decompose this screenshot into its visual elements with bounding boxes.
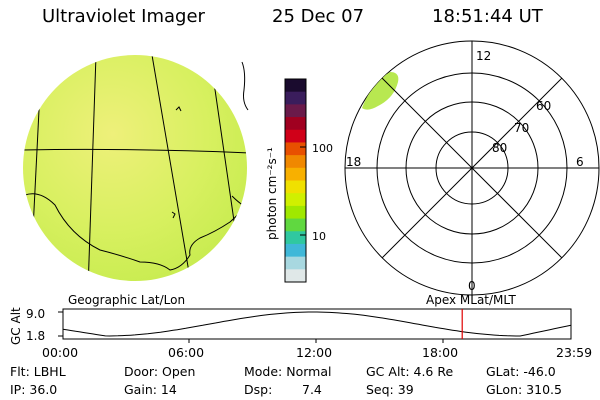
- colorbar-band: [285, 79, 306, 93]
- colorbar-band: [285, 256, 306, 270]
- dsp-label: Dsp:: [244, 382, 273, 397]
- altitude-plot: GC Alt 9.0 1.8: [9, 307, 572, 345]
- colorbar-band: [285, 193, 306, 207]
- gc-alt-info: GC Alt: 4.6 Re: [366, 364, 454, 379]
- colorbar-band: [285, 218, 306, 232]
- colorbar-band: [285, 243, 306, 258]
- colorbar-band: [285, 142, 306, 156]
- colorbar-band: [285, 104, 306, 118]
- colorbar-band: [285, 180, 306, 194]
- colorbar-unit-label: photon cm⁻²s⁻¹: [265, 147, 279, 240]
- altitude-tick-1-8: 1.8: [26, 329, 45, 343]
- colorbar-band: [285, 129, 306, 143]
- glat-info: GLat: -46.0: [486, 364, 556, 379]
- time-tick-1800: 18:00: [422, 345, 459, 360]
- colorbar-band: [285, 231, 306, 245]
- seq-info: Seq: 39: [366, 382, 414, 397]
- time-tick-0600: 06:00: [168, 345, 205, 360]
- dsp-value: 7.4: [302, 382, 322, 397]
- date-label: 25 Dec 07: [272, 6, 365, 27]
- time-tick-0000: 00:00: [42, 345, 79, 360]
- colorbar-band: [285, 205, 306, 220]
- mlat-label-60: 60: [536, 99, 551, 113]
- geographic-label: Geographic Lat/Lon: [68, 293, 186, 307]
- mlt-label-6: 6: [576, 155, 584, 169]
- polar-plot: 12 18 6 0 60 70 80: [344, 40, 600, 296]
- altitude-tick-9: 9.0: [26, 307, 45, 321]
- mlat-label-70: 70: [514, 121, 529, 135]
- filter-info: Flt: LBHL: [10, 364, 66, 379]
- colorbar-band: [285, 117, 306, 131]
- apex-label: Apex MLat/MLT: [426, 293, 516, 307]
- door-info: Door: Open: [124, 364, 196, 379]
- time-tick-1200: 12:00: [296, 345, 333, 360]
- colorbar: 100 10 photon cm⁻²s⁻¹: [265, 78, 333, 283]
- colorbar-tick-10: 10: [312, 230, 326, 243]
- time-tick-2359: 23:59: [556, 345, 593, 360]
- colorbar-tick-100: 100: [312, 142, 333, 155]
- ip-info: IP: 36.0: [10, 382, 58, 397]
- glon-info: GLon: 310.5: [486, 382, 562, 397]
- gain-info: Gain: 14: [124, 382, 177, 397]
- colorbar-band: [285, 155, 306, 169]
- colorbar-band: [285, 167, 306, 181]
- instrument-title: Ultraviolet Imager: [42, 6, 205, 27]
- colorbar-band: [285, 269, 306, 283]
- mlt-label-18: 18: [346, 155, 361, 169]
- colorbar-band: [285, 91, 306, 105]
- mlt-label-12: 12: [476, 49, 491, 63]
- time-label: 18:51:44 UT: [432, 6, 543, 27]
- mlat-label-80: 80: [492, 141, 507, 155]
- altitude-ylabel: GC Alt: [9, 307, 23, 345]
- mode-info: Mode: Normal: [244, 364, 332, 379]
- mlt-label-0: 0: [468, 279, 476, 293]
- geographic-image: [23, 55, 249, 281]
